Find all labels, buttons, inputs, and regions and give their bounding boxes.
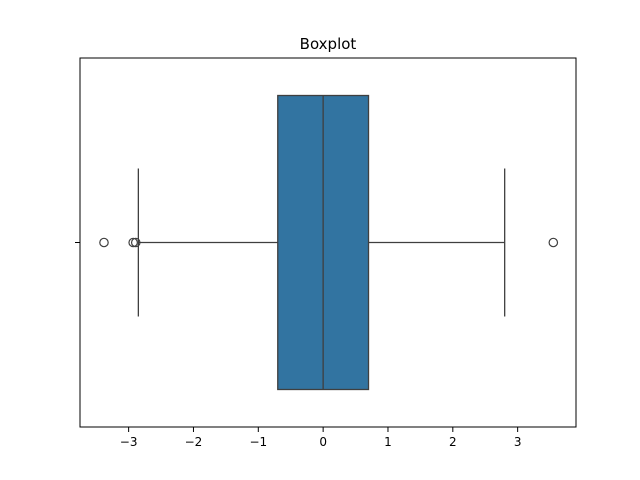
outlier-point [99,237,109,248]
x-tick-label: −1 [249,435,267,449]
plot-area: −3 −2 −1 0 1 2 3 [75,57,577,449]
outlier-point [128,237,138,248]
x-tick-label: 2 [449,435,457,449]
outlier-point [548,237,559,248]
outlier-point [130,237,141,248]
x-tick-label: −3 [120,435,138,449]
x-tick-label: −2 [185,435,203,449]
x-tick-label: 0 [319,435,327,449]
chart-title: Boxplot [300,35,357,53]
x-tick-label: 3 [514,435,522,449]
x-tick-label: 1 [384,435,392,449]
